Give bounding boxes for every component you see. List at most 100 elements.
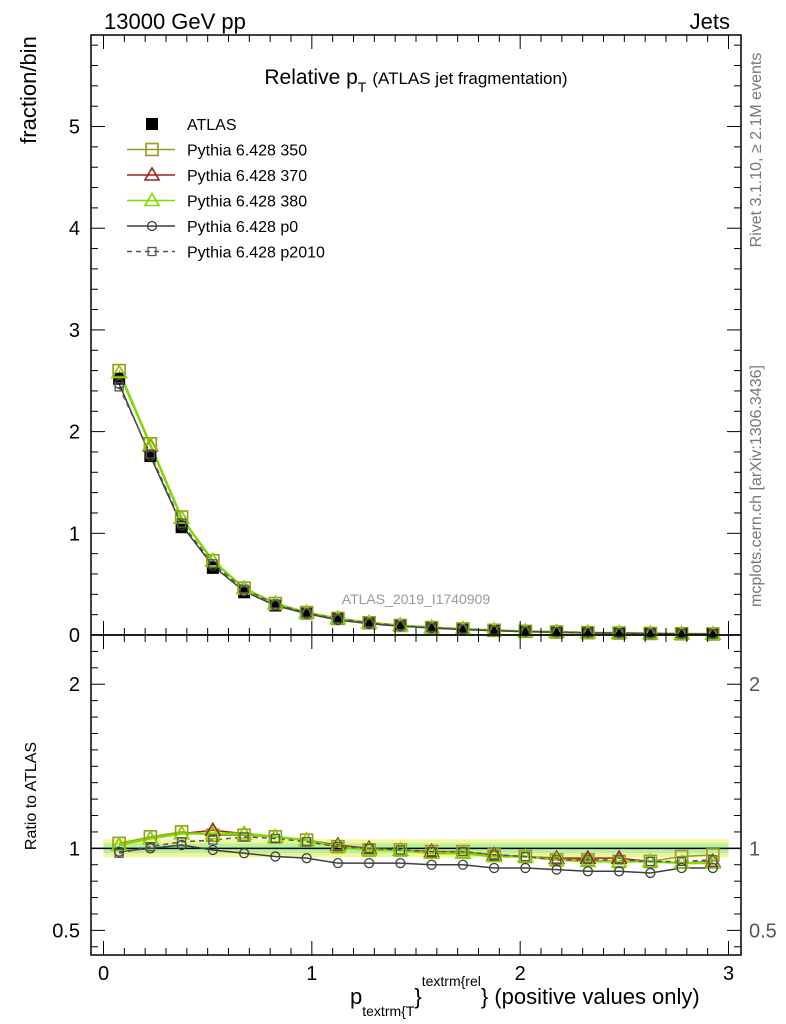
data-point-top xyxy=(173,509,191,524)
legend-marker xyxy=(143,166,161,181)
legend-entry-label: Pythia 6.428 p2010 xyxy=(187,245,325,262)
legend-entry-label: Pythia 6.428 350 xyxy=(187,143,307,160)
ratio-panel: 0.5 0.5 1 1 2 2 xyxy=(52,634,777,956)
data-point-ratio xyxy=(270,833,281,844)
data-point-ratio xyxy=(488,862,500,874)
top-series-markers xyxy=(110,363,722,641)
data-point-top xyxy=(583,628,593,638)
data-point-ratio xyxy=(395,857,406,869)
y-tick-label-top: 3 xyxy=(69,320,80,342)
data-point-ratio xyxy=(270,851,281,862)
legend-marker xyxy=(147,246,157,257)
data-point-top xyxy=(301,608,312,618)
y-tick-label-ratio: 1 xyxy=(69,838,80,860)
data-point-ratio xyxy=(708,855,718,865)
chart-title: Relative pT (ATLAS jet fragmentation) xyxy=(264,66,567,95)
data-point-top xyxy=(614,628,624,638)
data-point-top xyxy=(176,518,187,528)
legend-marker xyxy=(146,118,158,130)
data-point-ratio xyxy=(301,837,312,847)
data-point-ratio xyxy=(332,857,344,869)
data-point-ratio xyxy=(582,866,594,877)
series-line-ratio xyxy=(119,844,713,874)
x-axis: 0 1 2 3 xyxy=(98,35,734,985)
data-point-top xyxy=(110,364,128,379)
data-point-ratio xyxy=(204,821,222,837)
data-point-top xyxy=(364,618,374,628)
data-point-ratio xyxy=(395,845,406,855)
data-point-ratio xyxy=(676,862,687,874)
y-tick-label-top: 4 xyxy=(69,218,80,240)
data-point-top xyxy=(114,382,124,392)
legend-entry-label: Pythia 6.428 380 xyxy=(187,194,307,211)
ratio-series-markers xyxy=(110,821,722,879)
data-point-ratio xyxy=(239,832,249,842)
data-point-ratio xyxy=(551,864,562,875)
top-panel: ATLAS_2019_I1740909 Relative pT (ATLAS je… xyxy=(69,34,742,647)
data-point-ratio xyxy=(674,849,689,864)
data-point-ratio xyxy=(204,824,222,840)
data-point-ratio xyxy=(520,862,531,874)
data-point-top xyxy=(239,584,249,594)
y-tick-label-top: 0 xyxy=(69,625,80,647)
data-point-ratio xyxy=(363,857,375,869)
legend-marker xyxy=(143,191,161,207)
y-tick-label-top: 5 xyxy=(69,117,80,139)
x-tick-label: 2 xyxy=(515,963,526,985)
x-tick-label: 0 xyxy=(98,963,109,985)
x-tick-label: 3 xyxy=(723,963,734,985)
data-point-ratio xyxy=(426,859,437,870)
top-y-axis-label: fraction/bin xyxy=(16,36,41,144)
y-tick-label-ratio: 2 xyxy=(69,674,80,696)
data-point-ratio xyxy=(706,848,720,862)
data-point-ratio xyxy=(458,846,468,857)
legend: ATLAS Pythia 6.428 350 Pythia 6.428 370 Pyt… xyxy=(127,117,325,262)
y-tick-label-top: 1 xyxy=(69,523,80,545)
ratio-panel-frame xyxy=(90,634,742,956)
data-point-ratio xyxy=(364,843,374,853)
data-point-top xyxy=(333,614,343,624)
energy-label: 13000 GeV pp xyxy=(104,9,246,34)
data-point-ratio xyxy=(520,851,531,862)
legend-marker xyxy=(146,220,158,232)
y-tick-label-ratio-right: 1 xyxy=(749,838,760,860)
data-point-ratio xyxy=(207,844,219,856)
legend-entry-label: Pythia 6.428 370 xyxy=(187,168,307,185)
ratio-y-axis-label: Ratio to ATLAS xyxy=(23,742,40,850)
x-tick-label: 1 xyxy=(306,963,317,985)
data-point-ratio xyxy=(301,853,312,864)
data-point-ratio xyxy=(145,842,156,852)
data-point-top xyxy=(676,629,687,639)
data-point-top xyxy=(395,620,406,631)
data-point-top xyxy=(551,627,562,637)
legend-entry-label: Pythia 6.428 p0 xyxy=(187,219,298,236)
data-point-top xyxy=(145,449,156,459)
data-point-ratio xyxy=(457,859,469,870)
y-tick-label-ratio: 0.5 xyxy=(52,920,80,942)
y-tick-label-top: 2 xyxy=(69,422,80,444)
data-point-ratio xyxy=(173,824,191,840)
data-point-ratio xyxy=(583,855,593,865)
data-point-top xyxy=(708,629,718,639)
data-point-top xyxy=(426,622,437,633)
data-point-ratio xyxy=(208,835,218,845)
data-point-ratio xyxy=(645,867,656,879)
data-point-ratio xyxy=(613,866,625,877)
data-point-ratio xyxy=(551,855,562,865)
data-point-ratio xyxy=(676,856,687,867)
rivet-label: Rivet 3.1.10, ≥ 2.1M events xyxy=(748,53,765,248)
data-point-ratio xyxy=(614,855,624,865)
data-point-ratio xyxy=(110,836,128,851)
top-y-axis: 0 1 2 3 4 5 xyxy=(69,44,741,647)
data-point-ratio xyxy=(333,842,343,852)
ratio-y-axis: 0.5 0.5 1 1 2 2 xyxy=(52,650,777,948)
data-point-ratio xyxy=(114,848,124,858)
data-point-top xyxy=(208,559,218,569)
legend-marker xyxy=(145,142,159,157)
data-point-top xyxy=(645,628,656,639)
legend-entry-label: ATLAS xyxy=(187,117,237,134)
data-point-top xyxy=(270,599,281,609)
process-label: Jets xyxy=(690,9,730,34)
y-tick-label-ratio-right: 2 xyxy=(749,674,760,696)
